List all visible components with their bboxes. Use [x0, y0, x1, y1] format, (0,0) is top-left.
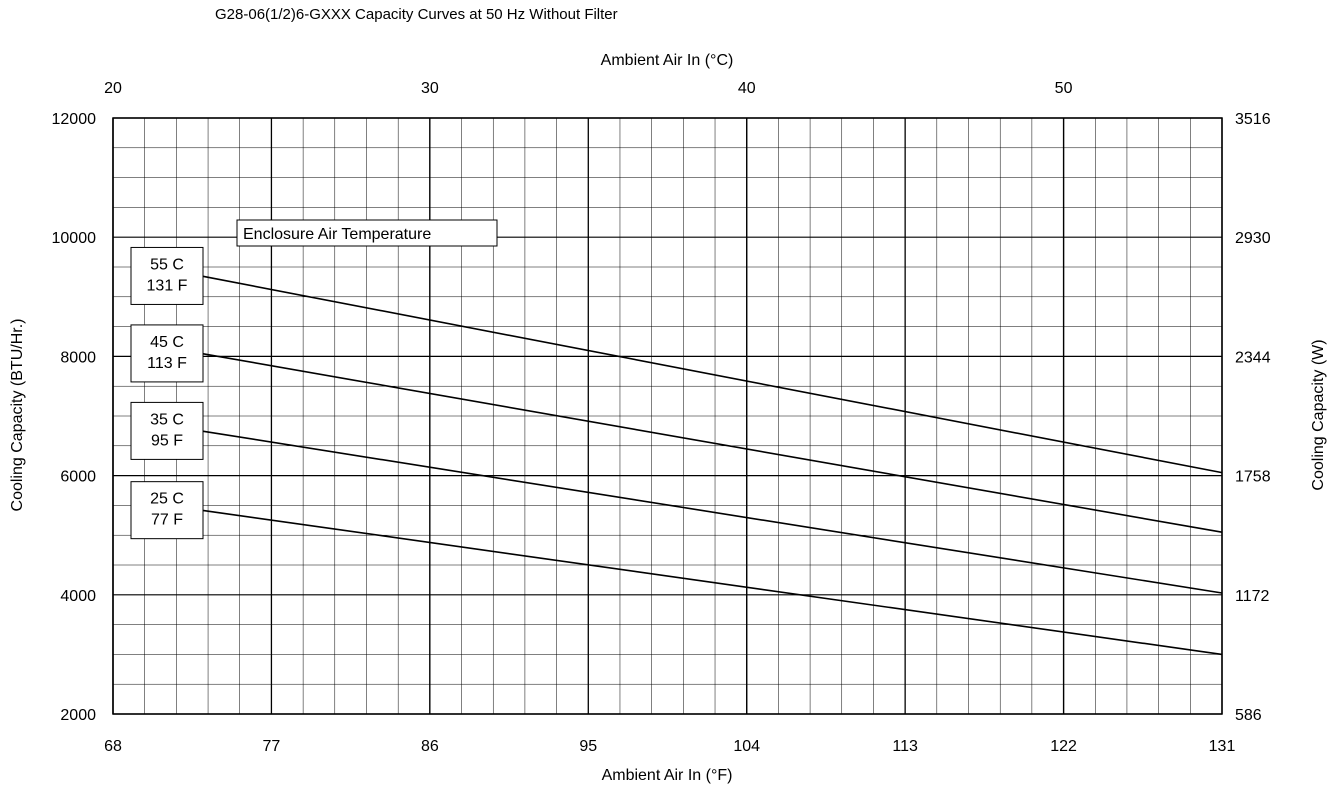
series-label-frame — [130, 246, 204, 305]
series-label-frame — [130, 324, 204, 383]
series-label-frame — [130, 481, 204, 540]
x-axis-label: Ambient Air In (°F) — [602, 767, 733, 784]
y-tick-label: 4000 — [60, 588, 96, 605]
x2-tick-label: 50 — [1055, 80, 1073, 97]
y2-tick-label: 1758 — [1235, 469, 1271, 486]
series-label-text: 77 F — [151, 512, 183, 529]
legend-title: Enclosure Air Temperature — [243, 226, 431, 243]
y2-tick-label: 2930 — [1235, 230, 1271, 247]
x-tick-label: 131 — [1209, 738, 1236, 755]
series-label-text: 95 F — [151, 432, 183, 449]
x-tick-label: 122 — [1050, 738, 1077, 755]
y2-tick-label: 2344 — [1235, 349, 1271, 366]
x-tick-label: 77 — [263, 738, 281, 755]
series-label-box-3: 35 C 95 F — [130, 401, 204, 460]
x-tick-label: 95 — [579, 738, 597, 755]
series-line-4 — [200, 509, 1223, 656]
tick-labels: 68 77 86 95 104 113 122 131 20 30 40 50 2000 4000 6000… — [52, 80, 1271, 755]
series-label-text: 35 C — [150, 411, 184, 428]
series-labels: 55 C 131 F 45 C 113 F 35 C 95 F 25 C 77 F — [130, 246, 204, 540]
series-lines — [200, 275, 1223, 656]
x2-axis-label: Ambient Air In (°C) — [601, 52, 734, 69]
y-tick-label: 8000 — [60, 349, 96, 366]
y2-axis-label: Cooling Capacity (W) — [1310, 339, 1327, 490]
x-tick-label: 104 — [733, 738, 760, 755]
series-label-box-1: 55 C 131 F — [130, 246, 204, 305]
x2-tick-label: 30 — [421, 80, 439, 97]
y2-tick-label: 1172 — [1235, 588, 1270, 605]
chart-title: G28-06(1/2)6-GXXX Capacity Curves at 50 … — [215, 6, 618, 23]
y-tick-label: 12000 — [52, 111, 97, 128]
series-label-text: 131 F — [147, 277, 188, 294]
series-label-text: 25 C — [150, 491, 184, 508]
y2-tick-label: 586 — [1235, 707, 1262, 724]
legend-title-box: Enclosure Air Temperature — [236, 219, 498, 247]
x2-tick-label: 20 — [104, 80, 122, 97]
series-label-box-4: 25 C 77 F — [130, 481, 204, 540]
plot-frame — [112, 117, 1223, 715]
series-label-box-2: 45 C 113 F — [130, 324, 204, 383]
series-label-frame — [130, 401, 204, 460]
series-label-text: 45 C — [150, 334, 184, 351]
series-label-text: 113 F — [147, 355, 187, 372]
y2-tick-label: 3516 — [1235, 111, 1271, 128]
x2-tick-label: 40 — [738, 80, 756, 97]
x-tick-label: 113 — [892, 738, 918, 755]
y-axis-label: Cooling Capacity (BTU/Hr.) — [9, 319, 26, 512]
series-label-text: 55 C — [150, 256, 184, 273]
y-tick-label: 2000 — [60, 707, 96, 724]
y-tick-label: 10000 — [52, 230, 97, 247]
x-tick-label: 86 — [421, 738, 439, 755]
series-line-1 — [200, 275, 1223, 474]
series-line-3 — [200, 430, 1223, 594]
series-line-2 — [200, 352, 1223, 534]
x-tick-label: 68 — [104, 738, 122, 755]
grid — [112, 117, 1223, 715]
y-tick-label: 6000 — [60, 469, 96, 486]
